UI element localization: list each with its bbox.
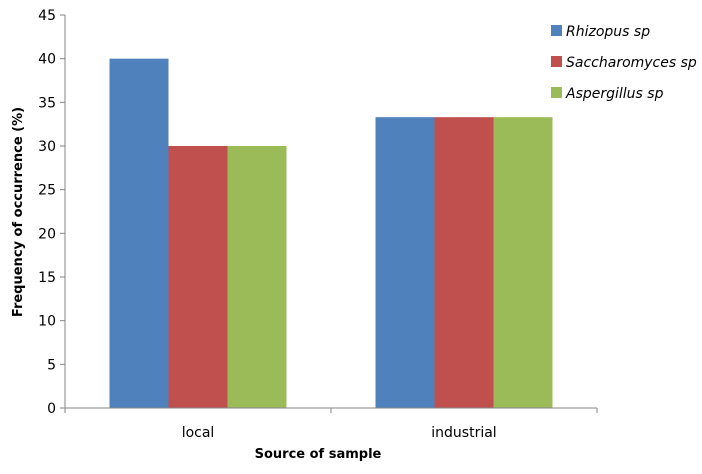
y-tick-label: 20 [38,226,56,242]
bars [109,58,553,409]
x-tick-label: industrial [431,425,496,441]
legend-swatch [551,87,562,98]
legend-swatch [551,56,562,67]
bar [109,58,169,409]
y-tick-label: 30 [38,139,56,155]
y-tick-label: 25 [38,183,56,199]
y-tick-label: 45 [38,8,56,24]
y-tick-label: 40 [38,52,56,68]
bar [434,117,494,409]
legend: Rhizopus sp Saccharomyces sp Aspergillus s… [551,24,697,102]
y-tick-label: 15 [38,270,56,286]
legend-label: Saccharomyces sp [566,55,697,71]
x-axis-label: Source of sample [255,447,382,462]
bar [168,146,228,408]
bar [493,117,553,409]
y-axis-label: Frequency of occurrence (%) [11,107,26,317]
y-tick-label: 5 [47,357,56,373]
y-tick-label: 0 [47,401,56,417]
x-tick-label: local [182,425,215,441]
y-tick-label: 10 [38,314,56,330]
bar [227,146,287,408]
y-tick-label: 35 [38,95,56,111]
legend-swatch [551,25,562,36]
legend-label: Aspergillus sp [565,86,664,102]
bar [375,117,435,409]
axes: 0 5 10 15 20 25 30 35 40 45 local industrial [38,8,598,441]
legend-label: Rhizopus sp [566,24,650,40]
